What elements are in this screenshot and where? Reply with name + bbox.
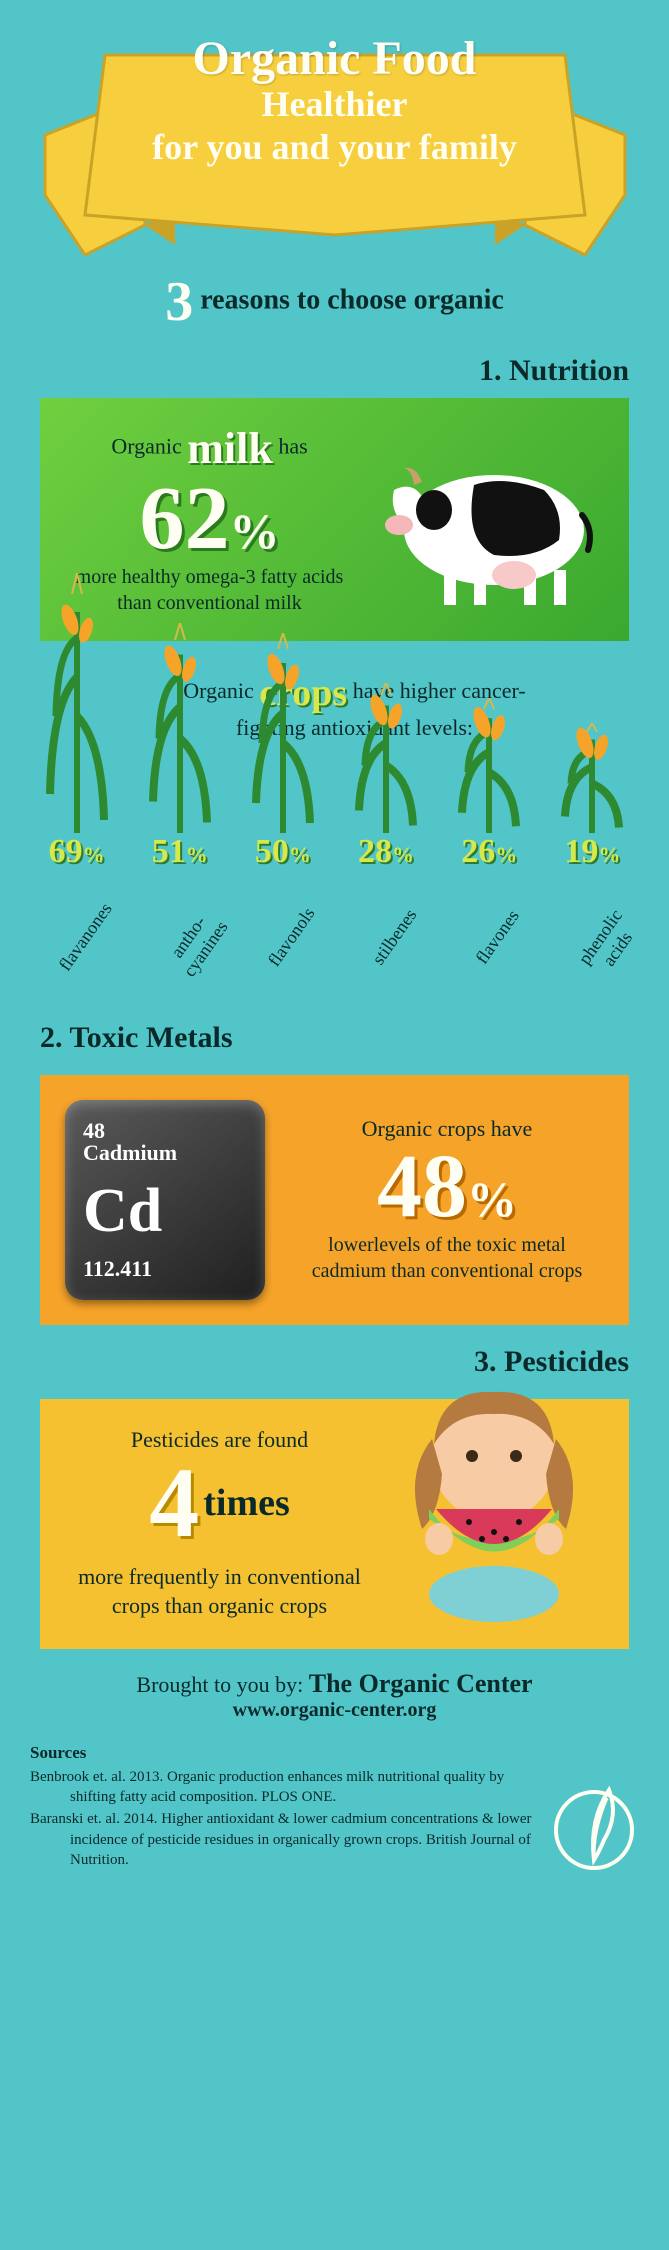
crop-label: stilbenes — [357, 890, 472, 1012]
org-url: www.organic-center.org — [30, 1699, 639, 1722]
crop-pct: 51% — [152, 833, 208, 871]
section2-heading: 2. Toxic Metals — [0, 1001, 669, 1065]
title-banner: Organic Food Healthier for you and your … — [0, 0, 669, 280]
crop-item: 26% — [439, 698, 539, 871]
crop-label: antho- cyanines — [151, 890, 266, 1012]
org-name: The Organic Center — [309, 1669, 533, 1698]
crop-pct: 69% — [49, 833, 105, 871]
element-name: Cadmium — [83, 1140, 247, 1166]
pest-num: 4 — [149, 1453, 199, 1553]
cadmium-pct-sym: % — [467, 1171, 517, 1227]
corn-plant-icon — [42, 573, 112, 833]
crop-label: flavanones — [48, 890, 163, 1012]
crop-item: 50% — [233, 633, 333, 871]
footer: Brought to you by: The Organic Center ww… — [0, 1649, 669, 1732]
atomic-mass: 112.411 — [83, 1256, 247, 1282]
cow-icon — [364, 430, 604, 610]
pest-line2: more frequently in conventional crops th… — [65, 1563, 374, 1620]
pest-unit: times — [203, 1481, 290, 1525]
crops-labels: flavanonesantho- cyaninesflavonolsstilbe… — [0, 871, 669, 1001]
milk-pct-sym: % — [230, 503, 280, 559]
crop-item: 19% — [542, 723, 642, 871]
girl-watermelon-icon — [384, 1364, 604, 1624]
cadmium-text: Organic crops have 48% lowerlevels of th… — [290, 1116, 604, 1284]
byline-pre: Brought to you by: — [136, 1672, 303, 1697]
corn-plant-icon — [454, 698, 524, 833]
milk-post: has — [278, 434, 307, 459]
milk-panel: Organic milk has 62% more healthy omega-… — [40, 398, 629, 641]
corn-plant-icon — [248, 633, 318, 833]
cadmium-line2: lowerlevels of the toxic metal cadmium t… — [290, 1232, 604, 1284]
crop-item: 51% — [130, 623, 230, 871]
crop-pct: 28% — [358, 833, 414, 871]
element-tile: 48 Cadmium Cd 112.411 — [65, 1100, 265, 1300]
crop-label: phenolic acids — [564, 890, 669, 1012]
cadmium-panel: 48 Cadmium Cd 112.411 Organic crops have… — [40, 1075, 629, 1325]
crop-pct: 26% — [461, 833, 517, 871]
milk-pre: Organic — [111, 434, 181, 459]
cadmium-pct: 48 — [377, 1137, 467, 1236]
corn-plant-icon — [351, 683, 421, 833]
element-symbol: Cd — [83, 1180, 247, 1242]
reasons-count: 3 — [165, 271, 193, 333]
crop-label: flavones — [461, 890, 576, 1012]
milk-pct: 62 — [140, 469, 230, 568]
milk-emph: milk — [187, 424, 273, 473]
crop-pct: 50% — [255, 833, 311, 871]
crops-chart: 69% 51% 50% — [0, 611, 669, 871]
section1-heading: 1. Nutrition — [0, 334, 669, 398]
pesticides-panel: Pesticides are found 4 times more freque… — [40, 1399, 629, 1649]
sources: Sources Benbrook et. al. 2013. Organic p… — [0, 1732, 669, 1880]
infographic-root: Organic Food Healthier for you and your … — [0, 0, 669, 1900]
crop-item: 28% — [336, 683, 436, 871]
crop-label: flavonols — [254, 890, 369, 1012]
crop-item: 69% — [27, 573, 127, 871]
banner-title-text: Organic Food Healthier for you and your … — [0, 35, 669, 169]
banner-line3: for you and your family — [0, 126, 669, 169]
corn-plant-icon — [145, 623, 215, 833]
corn-plant-icon — [557, 723, 627, 833]
banner-line1: Organic Food — [0, 35, 669, 83]
leaf-logo-icon — [549, 1760, 639, 1870]
source-ref-2: Baranski et. al. 2014. Higher antioxidan… — [30, 1809, 550, 1870]
pesticides-text: Pesticides are found 4 times more freque… — [65, 1427, 374, 1620]
reasons-text: reasons to choose organic — [200, 284, 504, 315]
source-ref-1: Benbrook et. al. 2013. Organic productio… — [30, 1767, 550, 1808]
pest-line1: Pesticides are found — [65, 1427, 374, 1453]
sources-heading: Sources — [30, 1742, 639, 1765]
crop-pct: 19% — [564, 833, 620, 871]
banner-line2: Healthier — [0, 83, 669, 126]
